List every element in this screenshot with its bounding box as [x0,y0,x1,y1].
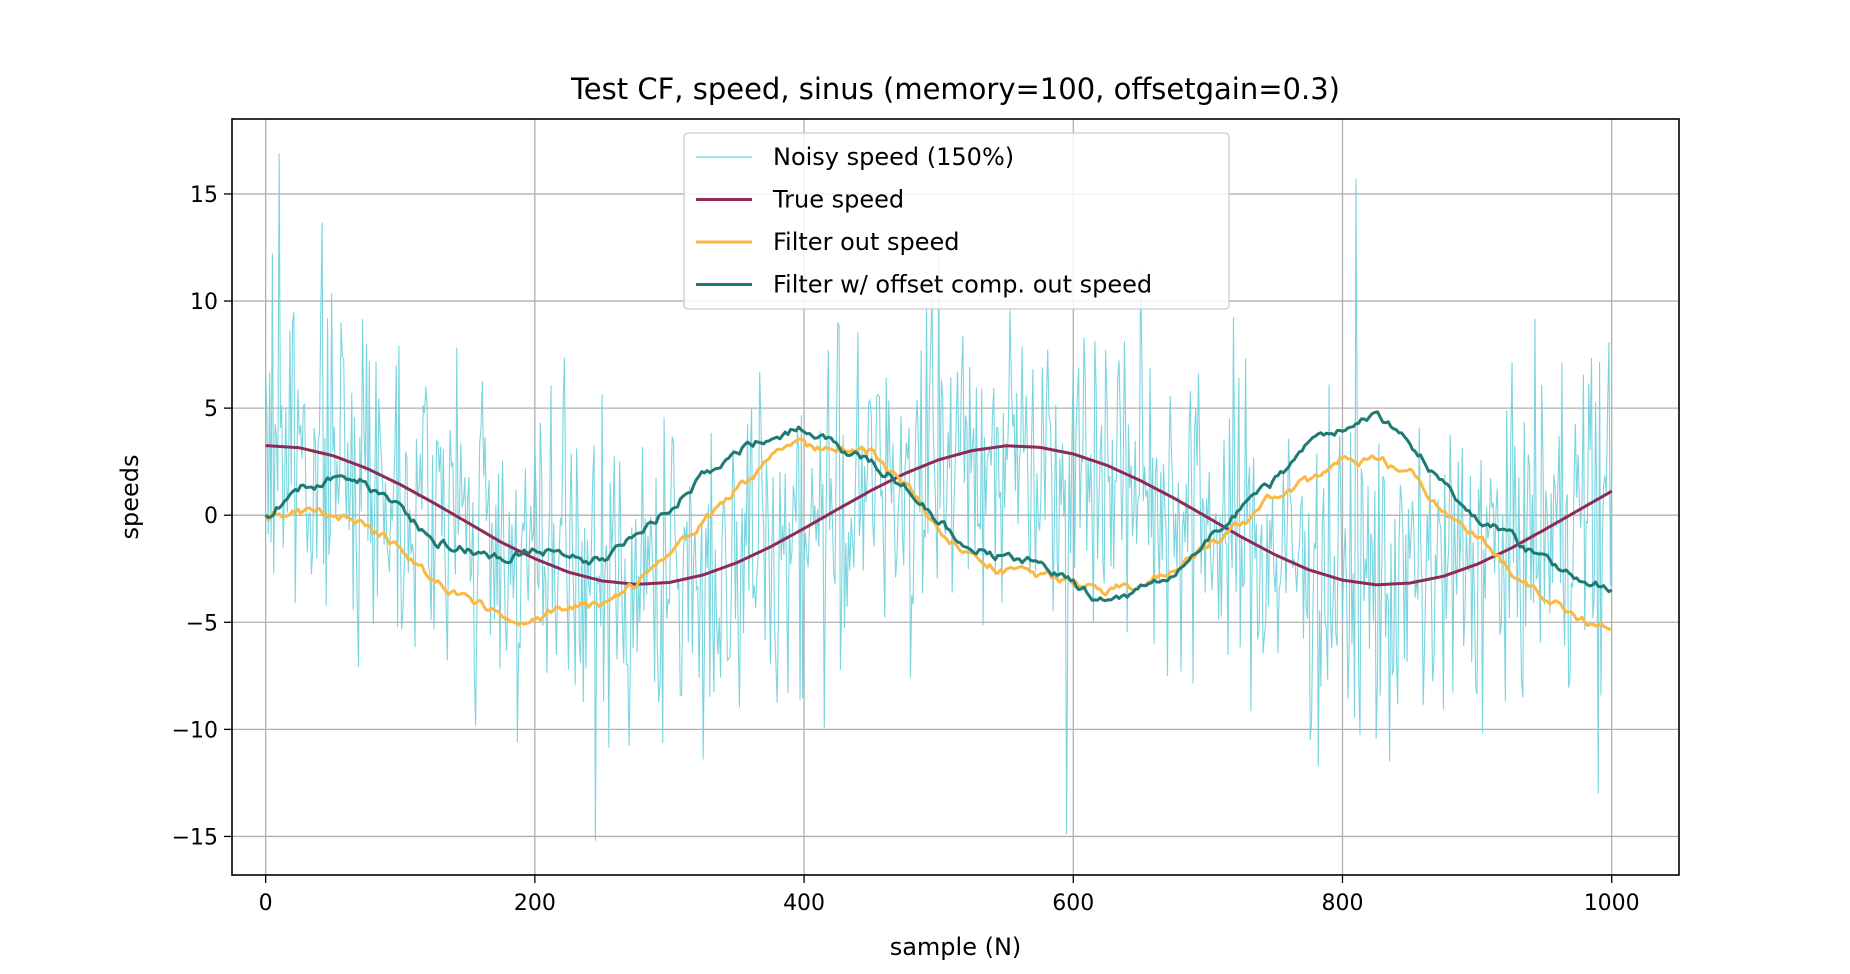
x-tick-label: 800 [1321,891,1363,916]
legend-label-noisy: Noisy speed (150%) [773,143,1014,171]
series-line-filter [264,437,1612,631]
y-tick-label: 15 [190,183,218,208]
x-axis-label: sample (N) [890,933,1022,961]
y-tick-label: −10 [172,718,218,743]
y-tick-label: 5 [204,397,218,422]
legend-box [683,132,1230,310]
x-tick-label: 1000 [1584,891,1640,916]
chart-title: Test CF, speed, sinus (memory=100, offse… [570,72,1340,106]
legend-label-offset: Filter w/ offset comp. out speed [773,271,1152,299]
plot-frame [231,118,1680,876]
x-tick-label: 600 [1052,891,1094,916]
series-line-offset [264,410,1613,603]
y-tick-label: −15 [172,825,218,850]
y-tick-label: 0 [204,504,218,529]
x-tick-label: 400 [783,891,825,916]
x-tick-label: 0 [259,891,273,916]
y-axis-label: speeds [116,454,144,539]
y-tick-label: −5 [186,611,218,636]
series-line-true [265,444,1613,587]
legend: Noisy speed (150%) True speed Filter out s… [683,132,1230,310]
y-tick-label: 10 [190,290,218,315]
ticks: 0 200 400 600 800 1000 −15 −10 −5 0 5 10 15 [172,183,1640,916]
legend-label-true: True speed [772,186,904,214]
x-tick-label: 200 [514,891,556,916]
legend-label-filter: Filter out speed [773,228,960,256]
